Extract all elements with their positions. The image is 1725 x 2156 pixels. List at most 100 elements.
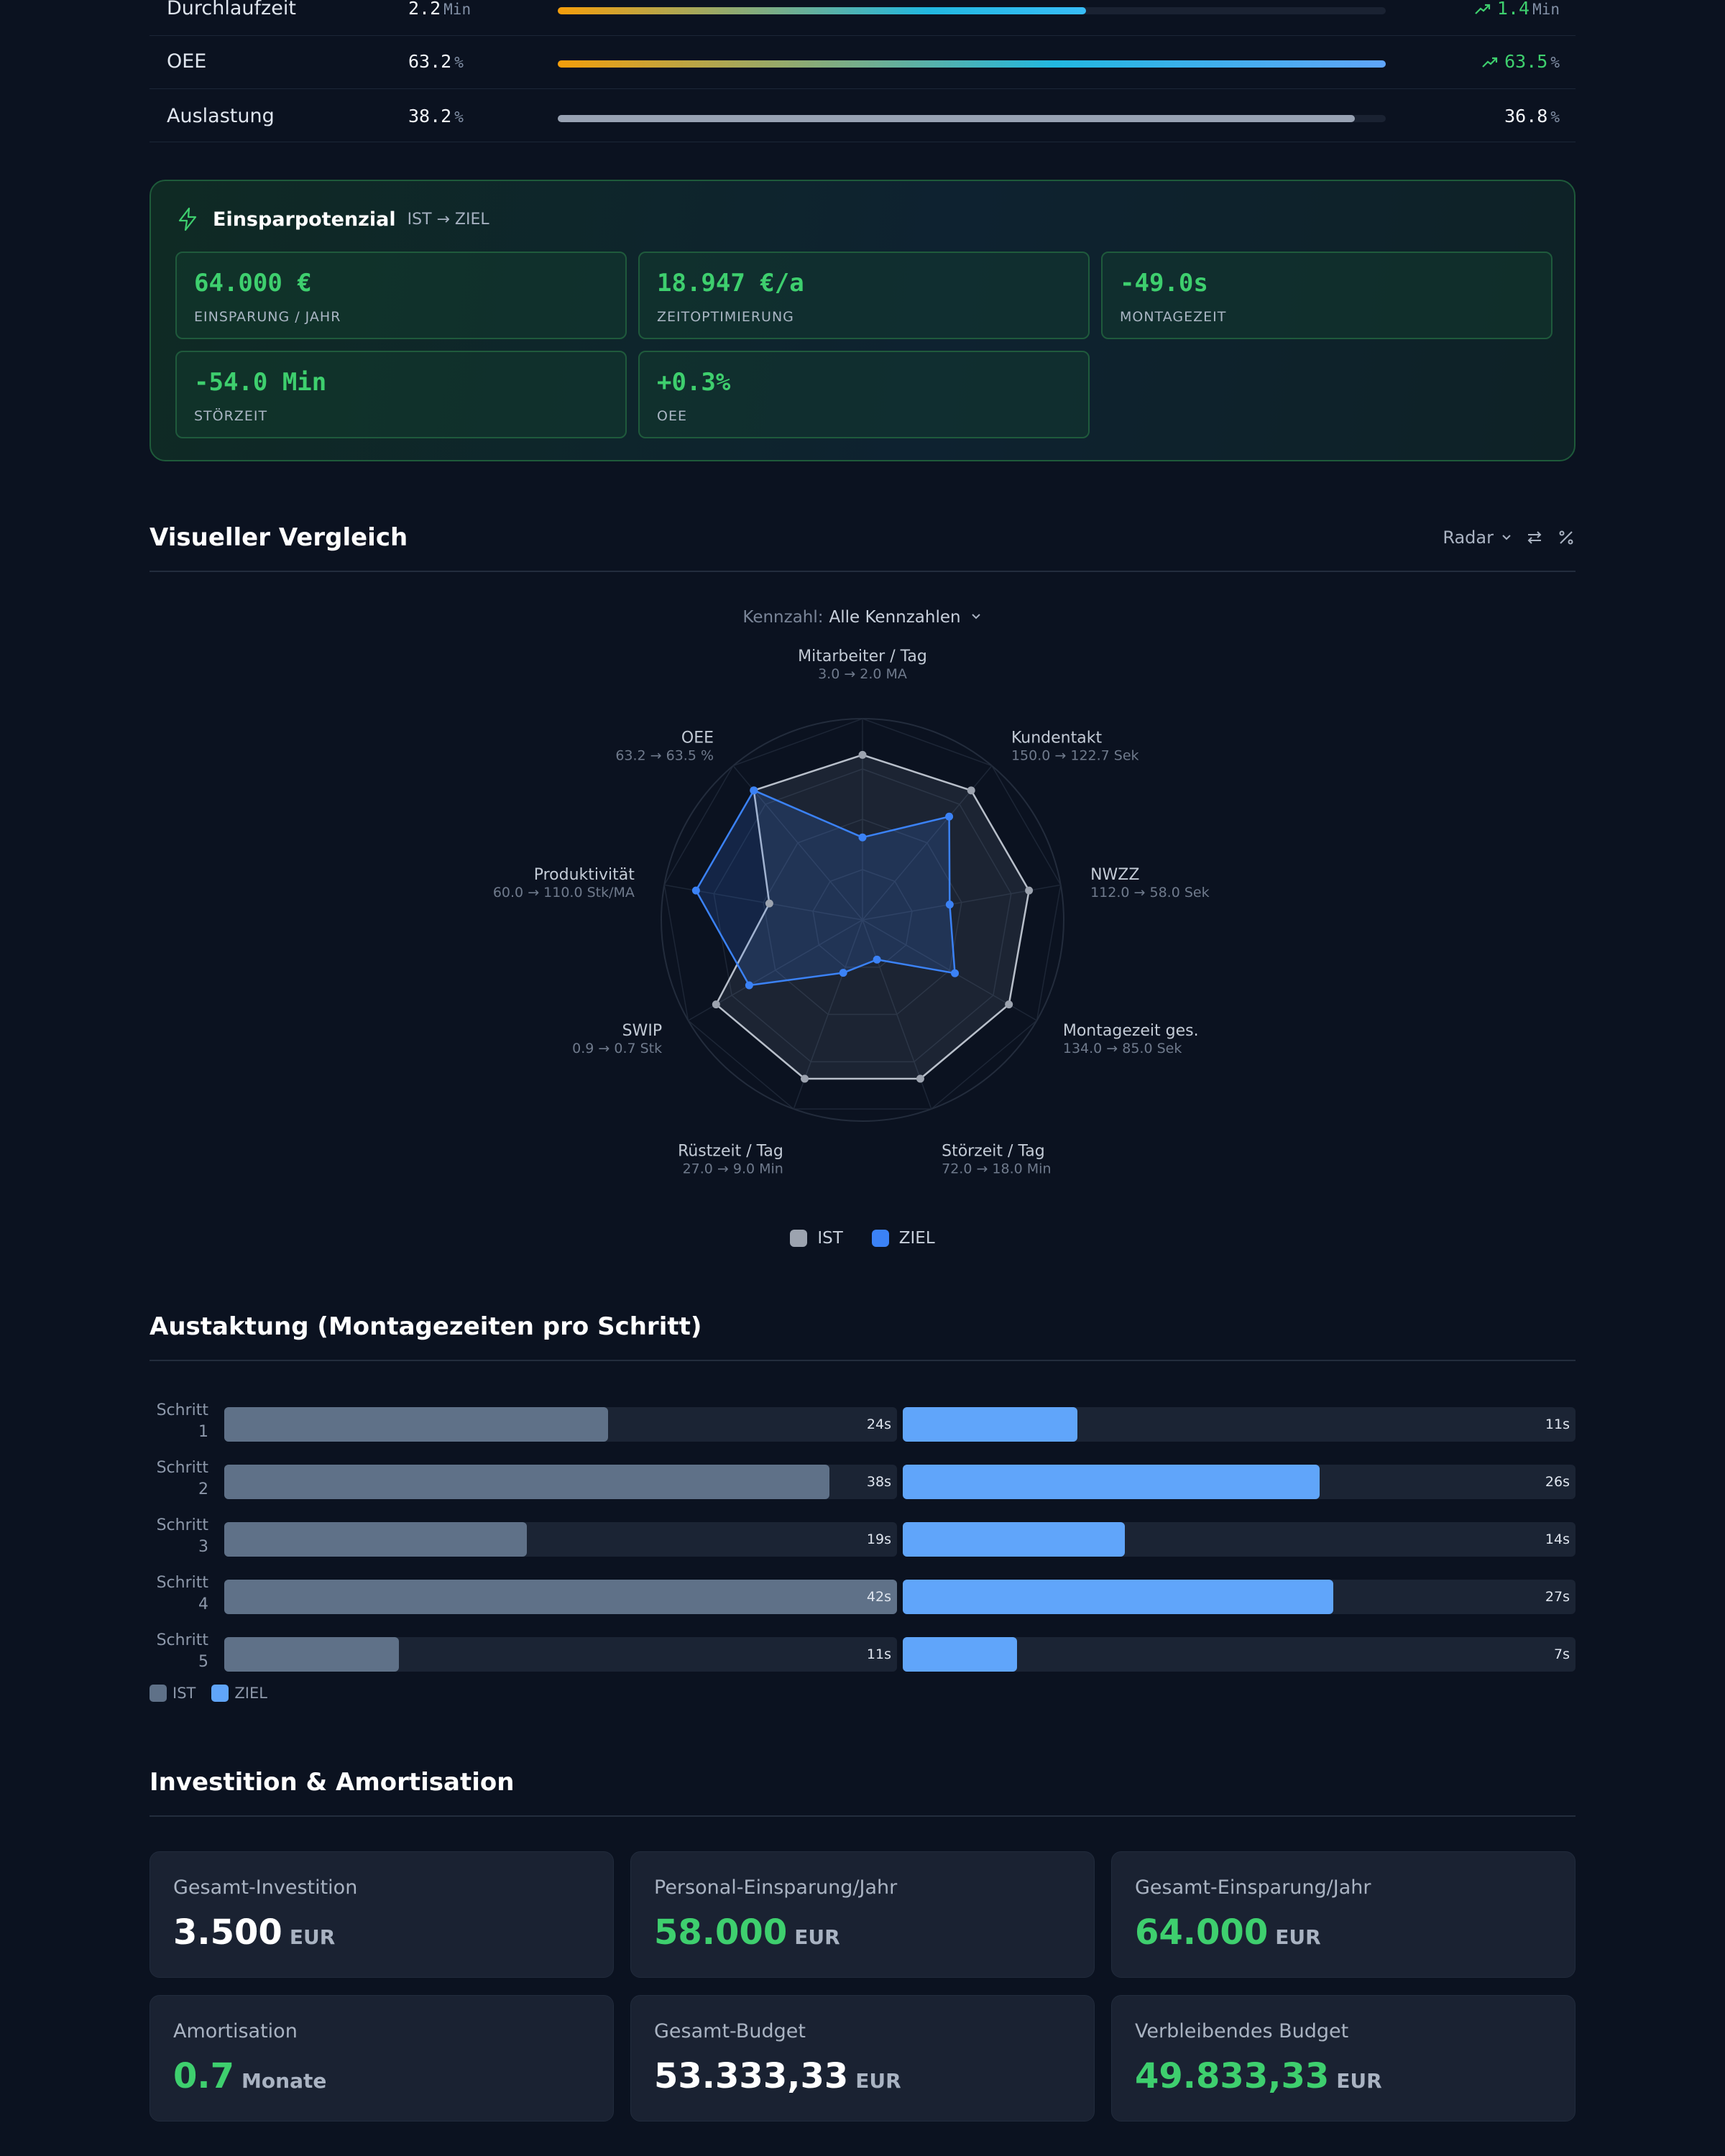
bar-value-ziel: 11s <box>1545 1416 1570 1432</box>
radar-series-ist-point <box>967 786 975 795</box>
bar-row: Schritt 2 38s 26s <box>150 1457 1576 1501</box>
bar-row: Schritt 4 42s 27s <box>150 1572 1576 1616</box>
radar-axis-label: Störzeit / Tag <box>942 1143 1045 1161</box>
radar-axis-label: NWZZ <box>1090 866 1139 884</box>
bar-ist <box>224 1580 897 1614</box>
bar-value-ist: 42s <box>866 1589 891 1605</box>
bar-legend: IST ZIEL <box>150 1685 267 1702</box>
trend-up-icon <box>1482 57 1498 68</box>
radar-grid-ring <box>713 768 1012 1063</box>
savings-card-value: 64.000 € <box>194 269 312 298</box>
bar-track-ist: 19s <box>224 1522 897 1557</box>
savings-card: 64.000 € EINSPARUNG / JAHR <box>175 252 627 339</box>
invest-card-value: 53.333,33 EUR <box>654 2056 901 2096</box>
savings-card-value: -49.0s <box>1120 269 1208 298</box>
radar-axis-label: Produktivität <box>534 866 635 884</box>
kpi-row-durchlaufzeit: Durchlaufzeit 2.2 Min 1.4 Min <box>150 0 1576 36</box>
bar-ziel <box>903 1580 1334 1614</box>
invest-card-label: Verbleibendes Budget <box>1135 2020 1349 2042</box>
section-divider <box>150 1815 1576 1817</box>
bar-ist <box>224 1637 400 1672</box>
savings-card-label: STÖRZEIT <box>194 408 268 424</box>
kpi-ziel-value: 63.5% <box>1481 51 1560 72</box>
radar-series-ist-point <box>1025 886 1034 895</box>
radar-axis-range: 63.2 → 63.5 % <box>615 747 714 763</box>
savings-card-value: +0.3% <box>657 368 731 397</box>
savings-card-label: MONTAGEZEIT <box>1120 309 1227 325</box>
kpi-row-oee: OEE 63.2% 63.5% <box>150 36 1576 89</box>
kpi-progress-track <box>558 115 1386 122</box>
radar-axis-range: 72.0 → 18.0 Min <box>942 1161 1051 1177</box>
kpi-progress-fill <box>558 115 1356 122</box>
radar-axis-range: 27.0 → 9.0 Min <box>683 1161 783 1177</box>
bar-ziel <box>903 1407 1078 1442</box>
radar-series-ziel-point <box>745 981 753 990</box>
step-label: Schritt 4 <box>156 1574 208 1613</box>
bar-row: Schritt 5 11s 7s <box>150 1630 1576 1673</box>
savings-card-label: ZEITOPTIMIERUNG <box>657 309 794 325</box>
chart-type-label: Radar <box>1443 528 1494 548</box>
legend-swatch <box>211 1685 229 1702</box>
radar-axis-range: 0.9 → 0.7 Stk <box>572 1041 662 1056</box>
bar-ziel <box>903 1522 1125 1557</box>
kpi-ist-value: 2.2 Min <box>408 0 472 19</box>
bar-ist <box>224 1407 608 1442</box>
step-label: Schritt 1 <box>156 1401 208 1441</box>
bar-value-ziel: 27s <box>1545 1589 1570 1605</box>
section-title-austaktung: Austaktung (Montagezeiten pro Schritt) <box>150 1312 702 1341</box>
savings-header: Einsparpotenzial IST → ZIEL <box>177 207 489 231</box>
legend-label: ZIEL <box>898 1229 935 1248</box>
invest-card-verbleibendes-budget: Verbleibendes Budget 49.833,33 EUR <box>1111 1995 1576 2122</box>
bar-track-ziel: 7s <box>903 1637 1576 1672</box>
percent-icon[interactable] <box>1557 528 1576 547</box>
kpi-progress-track <box>558 7 1386 14</box>
bar-track-ziel: 26s <box>903 1465 1576 1499</box>
kpi-row-auslastung: Auslastung 38.2% 36.8% <box>150 89 1576 142</box>
step-label: Schritt 2 <box>156 1459 208 1498</box>
legend-item-ist: IST <box>150 1685 196 1702</box>
radar-series-ist <box>715 754 1030 1080</box>
kennzahl-value: Alle Kennzahlen <box>829 608 961 627</box>
kpi-label: OEE <box>167 50 207 73</box>
kpi-label: Auslastung <box>167 105 275 127</box>
radar-axis-label: Mitarbeiter / Tag <box>798 648 927 665</box>
radar-series-ist-point <box>712 1000 720 1009</box>
kpi-ist-value: 38.2% <box>408 106 464 126</box>
radar-axis-label: OEE <box>681 729 714 747</box>
savings-panel: Einsparpotenzial IST → ZIEL 64.000 € EIN… <box>150 180 1576 461</box>
kpi-ist-value: 63.2% <box>408 51 464 72</box>
invest-card-label: Personal-Einsparung/Jahr <box>654 1876 898 1899</box>
radar-series-ziel-point <box>945 812 954 821</box>
bar-ziel <box>903 1465 1320 1499</box>
savings-card: 18.947 €/a ZEITOPTIMIERUNG <box>638 252 1090 339</box>
bar-track-ziel: 27s <box>903 1580 1576 1614</box>
legend-swatch <box>150 1685 167 1702</box>
radar-axis-label: Rüstzeit / Tag <box>678 1143 783 1161</box>
invest-card-gesamt-investition: Gesamt-Investition 3.500 EUR <box>150 1851 614 1978</box>
invest-card-value: 3.500 EUR <box>173 1912 336 1953</box>
radar-series-ziel-point <box>951 969 960 977</box>
radar-series-ziel-point <box>839 969 847 977</box>
swap-icon[interactable] <box>1525 528 1544 547</box>
radar-axis-label: SWIP <box>622 1022 662 1040</box>
radar-axis-range: 112.0 → 58.0 Sek <box>1090 885 1210 900</box>
radar-axis-label: Kundentakt <box>1011 729 1103 747</box>
bar-ist <box>224 1465 830 1499</box>
kpi-progress-fill <box>558 7 1086 14</box>
legend-swatch <box>871 1230 889 1247</box>
chart-type-select[interactable]: Radar <box>1443 528 1512 548</box>
kennzahl-label: Kennzahl: <box>742 608 824 627</box>
legend-item-ist[interactable]: IST <box>790 1229 843 1248</box>
bar-track-ist: 24s <box>224 1407 897 1442</box>
bar-track-ist: 11s <box>224 1637 897 1672</box>
bar-track-ziel: 11s <box>903 1407 1576 1442</box>
radar-grid-ring <box>763 819 962 1015</box>
kennzahl-filter[interactable]: Kennzahl: Alle Kennzahlen <box>0 608 1725 627</box>
bar-ist <box>224 1522 528 1557</box>
invest-card-gesamt-budget: Gesamt-Budget 53.333,33 EUR <box>630 1995 1095 2122</box>
radar-series-ziel-point <box>858 833 867 842</box>
legend-item-ziel[interactable]: ZIEL <box>871 1229 935 1248</box>
invest-card-label: Gesamt-Budget <box>654 2020 806 2042</box>
radar-series-ist-point <box>765 899 773 908</box>
